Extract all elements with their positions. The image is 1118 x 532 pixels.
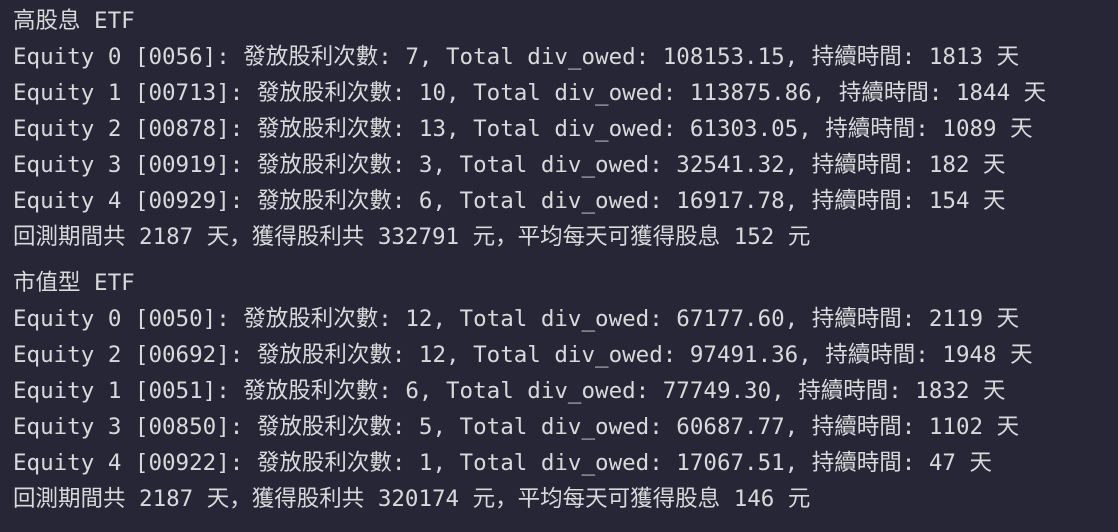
equity-row: Equity 4 [00929]: 發放股利次數: 6, Total div_o… xyxy=(13,188,1006,214)
equity-row: Equity 2 [00692]: 發放股利次數: 12, Total div_… xyxy=(13,342,1033,368)
equity-row: Equity 3 [00919]: 發放股利次數: 3, Total div_o… xyxy=(13,152,1006,178)
section-title: 高股息 ETF xyxy=(13,8,135,34)
equity-row: Equity 3 [00850]: 發放股利次數: 5, Total div_o… xyxy=(13,414,1020,440)
equity-row: Equity 4 [00922]: 發放股利次數: 1, Total div_o… xyxy=(13,450,992,476)
equity-row: Equity 1 [0051]: 發放股利次數: 6, Total div_ow… xyxy=(13,378,1006,404)
equity-row: Equity 0 [0056]: 發放股利次數: 7, Total div_ow… xyxy=(13,44,1020,70)
section-title: 市值型 ETF xyxy=(13,270,135,296)
summary-line: 回測期間共 2187 天，獲得股利共 332791 元，平均每天可獲得股息 15… xyxy=(13,224,811,250)
section-market-cap: 市值型 ETF Equity 0 [0050]: 發放股利次數: 12, Tot… xyxy=(13,265,1118,517)
equity-row: Equity 0 [0050]: 發放股利次數: 12, Total div_o… xyxy=(13,306,1020,332)
section-high-dividend: 高股息 ETF Equity 0 [0056]: 發放股利次數: 7, Tota… xyxy=(13,3,1118,255)
equity-row: Equity 2 [00878]: 發放股利次數: 13, Total div_… xyxy=(13,116,1033,142)
summary-line: 回測期間共 2187 天，獲得股利共 320174 元，平均每天可獲得股息 14… xyxy=(13,486,811,512)
equity-row: Equity 1 [00713]: 發放股利次數: 10, Total div_… xyxy=(13,80,1047,106)
terminal-output: 高股息 ETF Equity 0 [0056]: 發放股利次數: 7, Tota… xyxy=(13,3,1118,517)
